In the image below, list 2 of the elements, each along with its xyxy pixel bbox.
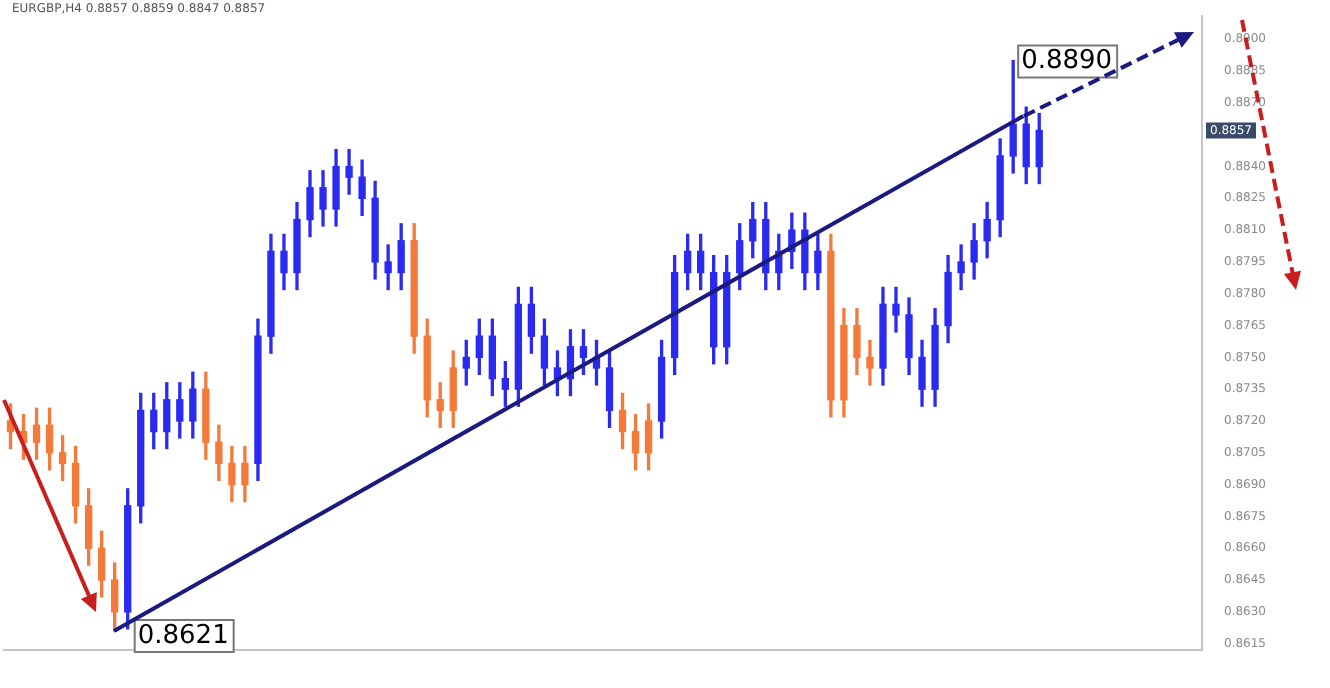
- annotation: 0.8890: [1021, 46, 1113, 77]
- annotation: 0.8621: [137, 620, 229, 651]
